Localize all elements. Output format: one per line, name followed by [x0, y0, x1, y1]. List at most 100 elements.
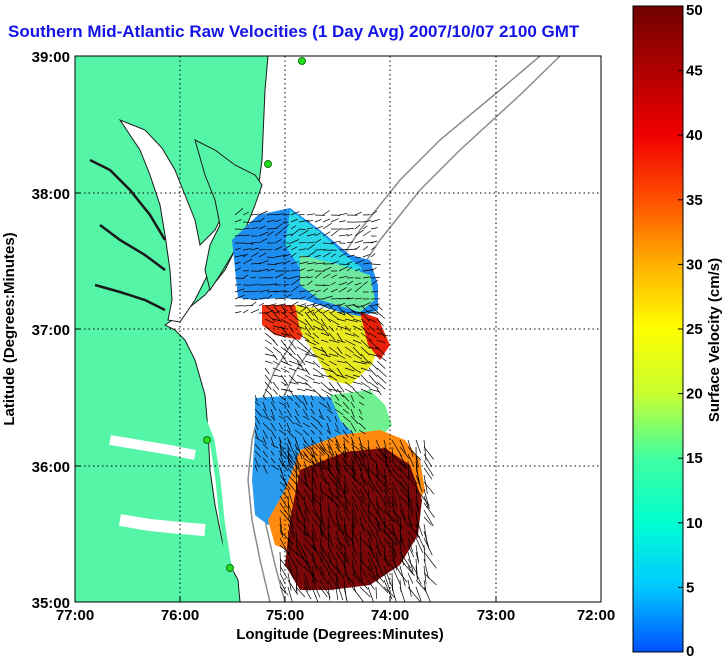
- velocity-vector: [258, 248, 267, 251]
- velocity-vector: [250, 213, 260, 216]
- velocity-vector: [360, 311, 371, 322]
- velocity-vector: [290, 275, 301, 279]
- velocity-vector: [327, 453, 330, 466]
- velocity-vector: [306, 280, 313, 286]
- velocity-vector: [336, 388, 344, 398]
- velocity-vector: [306, 233, 316, 237]
- velocity-vector: [318, 422, 323, 428]
- velocity-vector: [306, 269, 314, 272]
- velocity-vector: [272, 374, 283, 378]
- velocity-vector: [298, 261, 309, 265]
- velocity-vector: [328, 374, 338, 381]
- velocity-vector: [327, 565, 340, 581]
- velocity-vector: [343, 439, 346, 455]
- velocity-vector: [264, 325, 275, 335]
- velocity-vector: [250, 308, 260, 314]
- velocity-vector: [290, 269, 299, 272]
- velocity-vector: [298, 230, 309, 237]
- velocity-vector: [351, 467, 357, 482]
- velocity-vector: [280, 360, 293, 367]
- velocity-vector: [350, 429, 354, 437]
- velocity-vector: [302, 394, 308, 405]
- velocity-vector: [335, 460, 341, 482]
- velocity-vector: [391, 551, 398, 571]
- velocity-vector: [320, 367, 335, 373]
- velocity-vector: [383, 523, 395, 536]
- velocity-vector: [350, 394, 355, 402]
- velocity-vector: [368, 353, 380, 357]
- velocity-vector: [280, 381, 288, 386]
- velocity-vector: [344, 318, 359, 323]
- velocity-vector: [326, 401, 331, 411]
- velocity-vector: [328, 346, 339, 355]
- x-tick-label: 74:00: [371, 607, 409, 624]
- velocity-vector: [375, 516, 381, 533]
- velocity-vector: [319, 481, 324, 501]
- velocity-vector: [351, 586, 364, 602]
- velocity-vector: [352, 346, 362, 357]
- velocity-vector: [288, 346, 296, 356]
- velocity-vector: [286, 457, 294, 466]
- velocity-vector: [262, 429, 268, 439]
- velocity-vector: [294, 429, 303, 436]
- velocity-vector: [338, 252, 348, 258]
- velocity-vector: [346, 241, 354, 244]
- velocity-vector: [310, 464, 315, 473]
- velocity-vector: [344, 332, 356, 337]
- velocity-vector: [367, 572, 379, 584]
- velocity-vector: [330, 240, 341, 244]
- velocity-vector: [360, 318, 368, 326]
- velocity-vector: [295, 558, 304, 568]
- velocity-vector: [370, 253, 376, 258]
- velocity-vector: [250, 247, 259, 251]
- velocity-vector: [383, 537, 395, 552]
- velocity-vector: [330, 260, 339, 265]
- sound-albemarle: [109, 435, 196, 460]
- velocity-vector: [266, 294, 273, 300]
- velocity-vector: [350, 415, 359, 425]
- velocity-vector: [342, 408, 349, 414]
- velocity-vector: [360, 367, 371, 372]
- velocity-vector: [415, 502, 421, 516]
- velocity-vector: [266, 309, 274, 314]
- velocity-vector: [320, 353, 331, 358]
- velocity-vector: [423, 516, 432, 526]
- velocity-vector: [287, 516, 296, 537]
- velocity-vector: [279, 586, 289, 596]
- velocity-vector: [318, 443, 326, 451]
- velocity-vector: [287, 446, 290, 468]
- velocity-vector: [322, 309, 330, 314]
- velocity-vector: [362, 225, 368, 230]
- velocity-vector: [383, 551, 389, 567]
- velocity-vector: [399, 481, 408, 493]
- velocity-vector: [399, 502, 406, 521]
- velocity-vector: [335, 579, 344, 601]
- velocity-vector: [304, 318, 314, 331]
- velocity-vector: [423, 509, 434, 527]
- velocity-vector: [303, 502, 311, 515]
- velocity-vector: [346, 303, 356, 307]
- velocity-vector: [319, 467, 328, 485]
- velocity-vector: [383, 474, 389, 492]
- velocity-vector: [287, 565, 295, 578]
- velocity-vector: [290, 252, 297, 258]
- velocity-vector: [344, 311, 354, 318]
- velocity-vector: [334, 422, 339, 431]
- station-marker: [226, 564, 234, 572]
- colorbar-tick-label: 15: [686, 450, 703, 467]
- colorbar-tick-label: 5: [686, 579, 694, 596]
- velocity-vector: [242, 227, 250, 230]
- velocity-vector: [330, 229, 339, 237]
- velocity-vector: [303, 530, 313, 541]
- velocity-vector: [327, 488, 341, 502]
- velocity-vector: [274, 229, 284, 237]
- velocity-vector: [288, 381, 297, 385]
- velocity-vector: [359, 544, 364, 565]
- velocity-vector: [362, 262, 373, 265]
- velocity-vector: [303, 551, 311, 569]
- river-potomac: [89, 158, 167, 241]
- velocity-vector: [296, 311, 304, 317]
- velocity-vector: [306, 262, 316, 265]
- velocity-vector: [362, 246, 369, 251]
- velocity-vector: [287, 586, 293, 602]
